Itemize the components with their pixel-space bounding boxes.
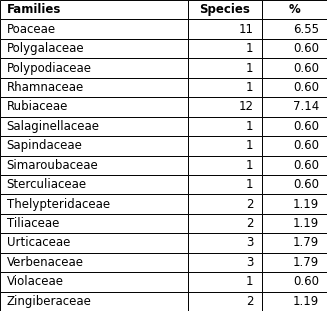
Text: 1: 1 — [246, 120, 253, 133]
Text: 0.60: 0.60 — [293, 81, 319, 94]
Bar — [188, 272, 262, 292]
Bar — [0, 19, 188, 39]
Text: 1: 1 — [246, 159, 253, 172]
Text: Rubiaceae: Rubiaceae — [7, 100, 68, 114]
Text: 1.79: 1.79 — [293, 236, 319, 249]
Bar — [262, 117, 327, 136]
Text: 0.60: 0.60 — [293, 275, 319, 288]
Text: 2: 2 — [246, 217, 253, 230]
Text: 1: 1 — [246, 81, 253, 94]
Text: 0.60: 0.60 — [293, 159, 319, 172]
Text: Zingiberaceae: Zingiberaceae — [7, 295, 92, 308]
Bar — [188, 39, 262, 58]
Bar — [262, 0, 327, 19]
Text: 0.60: 0.60 — [293, 62, 319, 75]
Text: Families: Families — [7, 3, 61, 16]
Text: Urticaceae: Urticaceae — [7, 236, 70, 249]
Bar — [262, 78, 327, 97]
Text: 7.14: 7.14 — [293, 100, 319, 114]
Bar — [262, 136, 327, 156]
Text: Salaginellaceae: Salaginellaceae — [7, 120, 99, 133]
Bar — [0, 58, 188, 78]
Bar — [262, 253, 327, 272]
Bar — [0, 117, 188, 136]
Bar — [0, 97, 188, 117]
Bar — [0, 39, 188, 58]
Bar — [262, 39, 327, 58]
Text: Sterculiaceae: Sterculiaceae — [7, 178, 87, 191]
Bar — [262, 19, 327, 39]
Text: 1: 1 — [246, 42, 253, 55]
Bar — [0, 292, 188, 311]
Text: Simaroubaceae: Simaroubaceae — [7, 159, 98, 172]
Text: 2: 2 — [246, 197, 253, 211]
Text: 6.55: 6.55 — [293, 23, 319, 36]
Bar — [0, 214, 188, 233]
Bar — [188, 194, 262, 214]
Bar — [188, 175, 262, 194]
Bar — [262, 58, 327, 78]
Bar — [262, 194, 327, 214]
Bar — [188, 0, 262, 19]
Text: 1: 1 — [246, 62, 253, 75]
Text: 1: 1 — [246, 139, 253, 152]
Text: 1.19: 1.19 — [293, 295, 319, 308]
Text: Violaceae: Violaceae — [7, 275, 63, 288]
Bar — [262, 97, 327, 117]
Bar — [188, 292, 262, 311]
Bar — [188, 156, 262, 175]
Text: Polygalaceae: Polygalaceae — [7, 42, 84, 55]
Text: Verbenaceae: Verbenaceae — [7, 256, 83, 269]
Text: 1.79: 1.79 — [293, 256, 319, 269]
Bar — [262, 292, 327, 311]
Text: Species: Species — [199, 3, 250, 16]
Bar — [188, 117, 262, 136]
Bar — [0, 0, 188, 19]
Bar — [262, 233, 327, 253]
Text: Polypodiaceae: Polypodiaceae — [7, 62, 92, 75]
Bar — [0, 156, 188, 175]
Text: 0.60: 0.60 — [293, 139, 319, 152]
Text: Poaceae: Poaceae — [7, 23, 56, 36]
Bar — [188, 214, 262, 233]
Text: 0.60: 0.60 — [293, 178, 319, 191]
Bar — [0, 175, 188, 194]
Text: Rhamnaceae: Rhamnaceae — [7, 81, 84, 94]
Text: 12: 12 — [238, 100, 253, 114]
Bar — [188, 253, 262, 272]
Bar — [262, 156, 327, 175]
Bar — [262, 175, 327, 194]
Bar — [0, 233, 188, 253]
Text: 3: 3 — [246, 256, 253, 269]
Bar — [262, 214, 327, 233]
Bar — [188, 19, 262, 39]
Text: 11: 11 — [238, 23, 253, 36]
Text: 2: 2 — [246, 295, 253, 308]
Bar — [188, 97, 262, 117]
Text: 1: 1 — [246, 178, 253, 191]
Text: 1: 1 — [246, 275, 253, 288]
Text: Sapindaceae: Sapindaceae — [7, 139, 82, 152]
Bar — [0, 136, 188, 156]
Text: Thelypteridaceae: Thelypteridaceae — [7, 197, 110, 211]
Bar — [188, 58, 262, 78]
Text: 3: 3 — [246, 236, 253, 249]
Text: 1.19: 1.19 — [293, 197, 319, 211]
Text: 0.60: 0.60 — [293, 120, 319, 133]
Bar — [188, 78, 262, 97]
Bar — [0, 272, 188, 292]
Text: Tiliaceae: Tiliaceae — [7, 217, 59, 230]
Bar — [0, 78, 188, 97]
Bar — [0, 253, 188, 272]
Bar — [188, 136, 262, 156]
Bar — [262, 272, 327, 292]
Bar — [188, 233, 262, 253]
Text: %: % — [288, 3, 300, 16]
Text: 0.60: 0.60 — [293, 42, 319, 55]
Text: 1.19: 1.19 — [293, 217, 319, 230]
Bar — [0, 194, 188, 214]
